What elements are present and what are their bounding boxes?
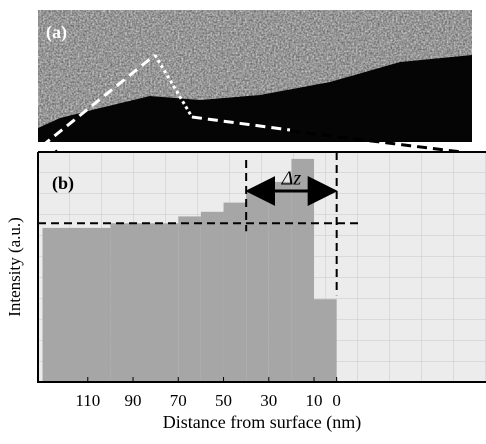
bar xyxy=(43,228,111,382)
bar xyxy=(178,216,201,382)
x-tick-label: 30 xyxy=(260,391,277,410)
x-tick-label: 90 xyxy=(125,391,142,410)
y-axis-label: Intensity (a.u.) xyxy=(5,217,24,317)
panel-label: (a) xyxy=(46,22,67,43)
figure: (a) (b) Distance from surface (nm) Inten… xyxy=(0,0,486,439)
panel-label: (b) xyxy=(52,173,74,194)
bar xyxy=(246,191,269,382)
bar xyxy=(110,223,178,382)
x-tick-label: 70 xyxy=(170,391,187,410)
x-tick-label: 0 xyxy=(332,391,341,410)
bar xyxy=(269,182,292,382)
annotation-label: Δz xyxy=(281,168,302,190)
x-axis-label: Distance from surface (nm) xyxy=(163,412,361,433)
x-tick-label: 50 xyxy=(215,391,232,410)
x-tick-label: 110 xyxy=(75,391,100,410)
bar xyxy=(314,299,337,382)
bar xyxy=(224,203,247,382)
x-tick-label: 10 xyxy=(306,391,323,410)
bar xyxy=(201,212,224,382)
